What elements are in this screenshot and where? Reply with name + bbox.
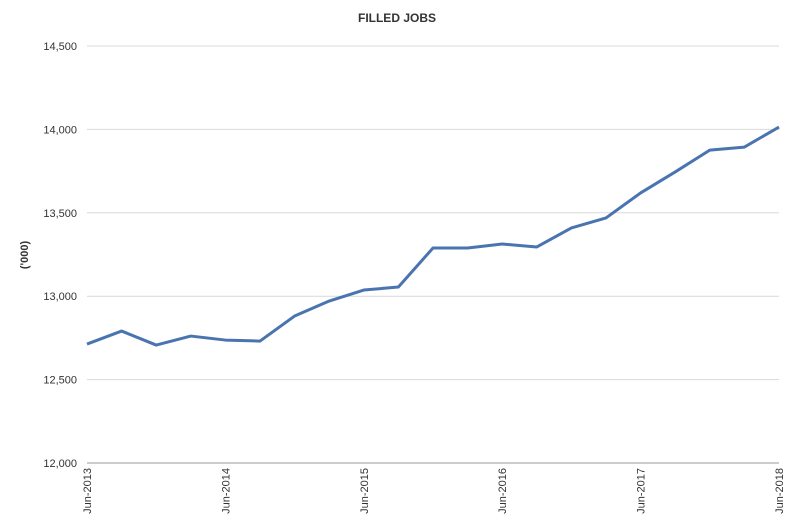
y-tick-label: 12,500: [43, 375, 77, 387]
x-tick-label: Jun-2015: [359, 468, 371, 514]
line-series: [86, 125, 780, 347]
x-tick-label: Jun-2014: [220, 468, 232, 514]
y-tick-label: 14,000: [43, 124, 77, 136]
y-tick-label: 12,000: [43, 458, 77, 470]
chart-title: FILLED JOBS: [358, 11, 436, 25]
x-tick-label: Jun-2016: [497, 468, 509, 514]
y-tick-label: 13,500: [43, 208, 77, 220]
x-tick-label: Jun-2013: [82, 468, 94, 514]
x-tick-label: Jun-2018: [774, 468, 786, 514]
x-tick-label: Jun-2017: [636, 468, 648, 514]
y-tick-label: 14,500: [43, 41, 77, 53]
y-axis-label: ('000): [19, 241, 31, 270]
y-tick-label: 13,000: [43, 291, 77, 303]
